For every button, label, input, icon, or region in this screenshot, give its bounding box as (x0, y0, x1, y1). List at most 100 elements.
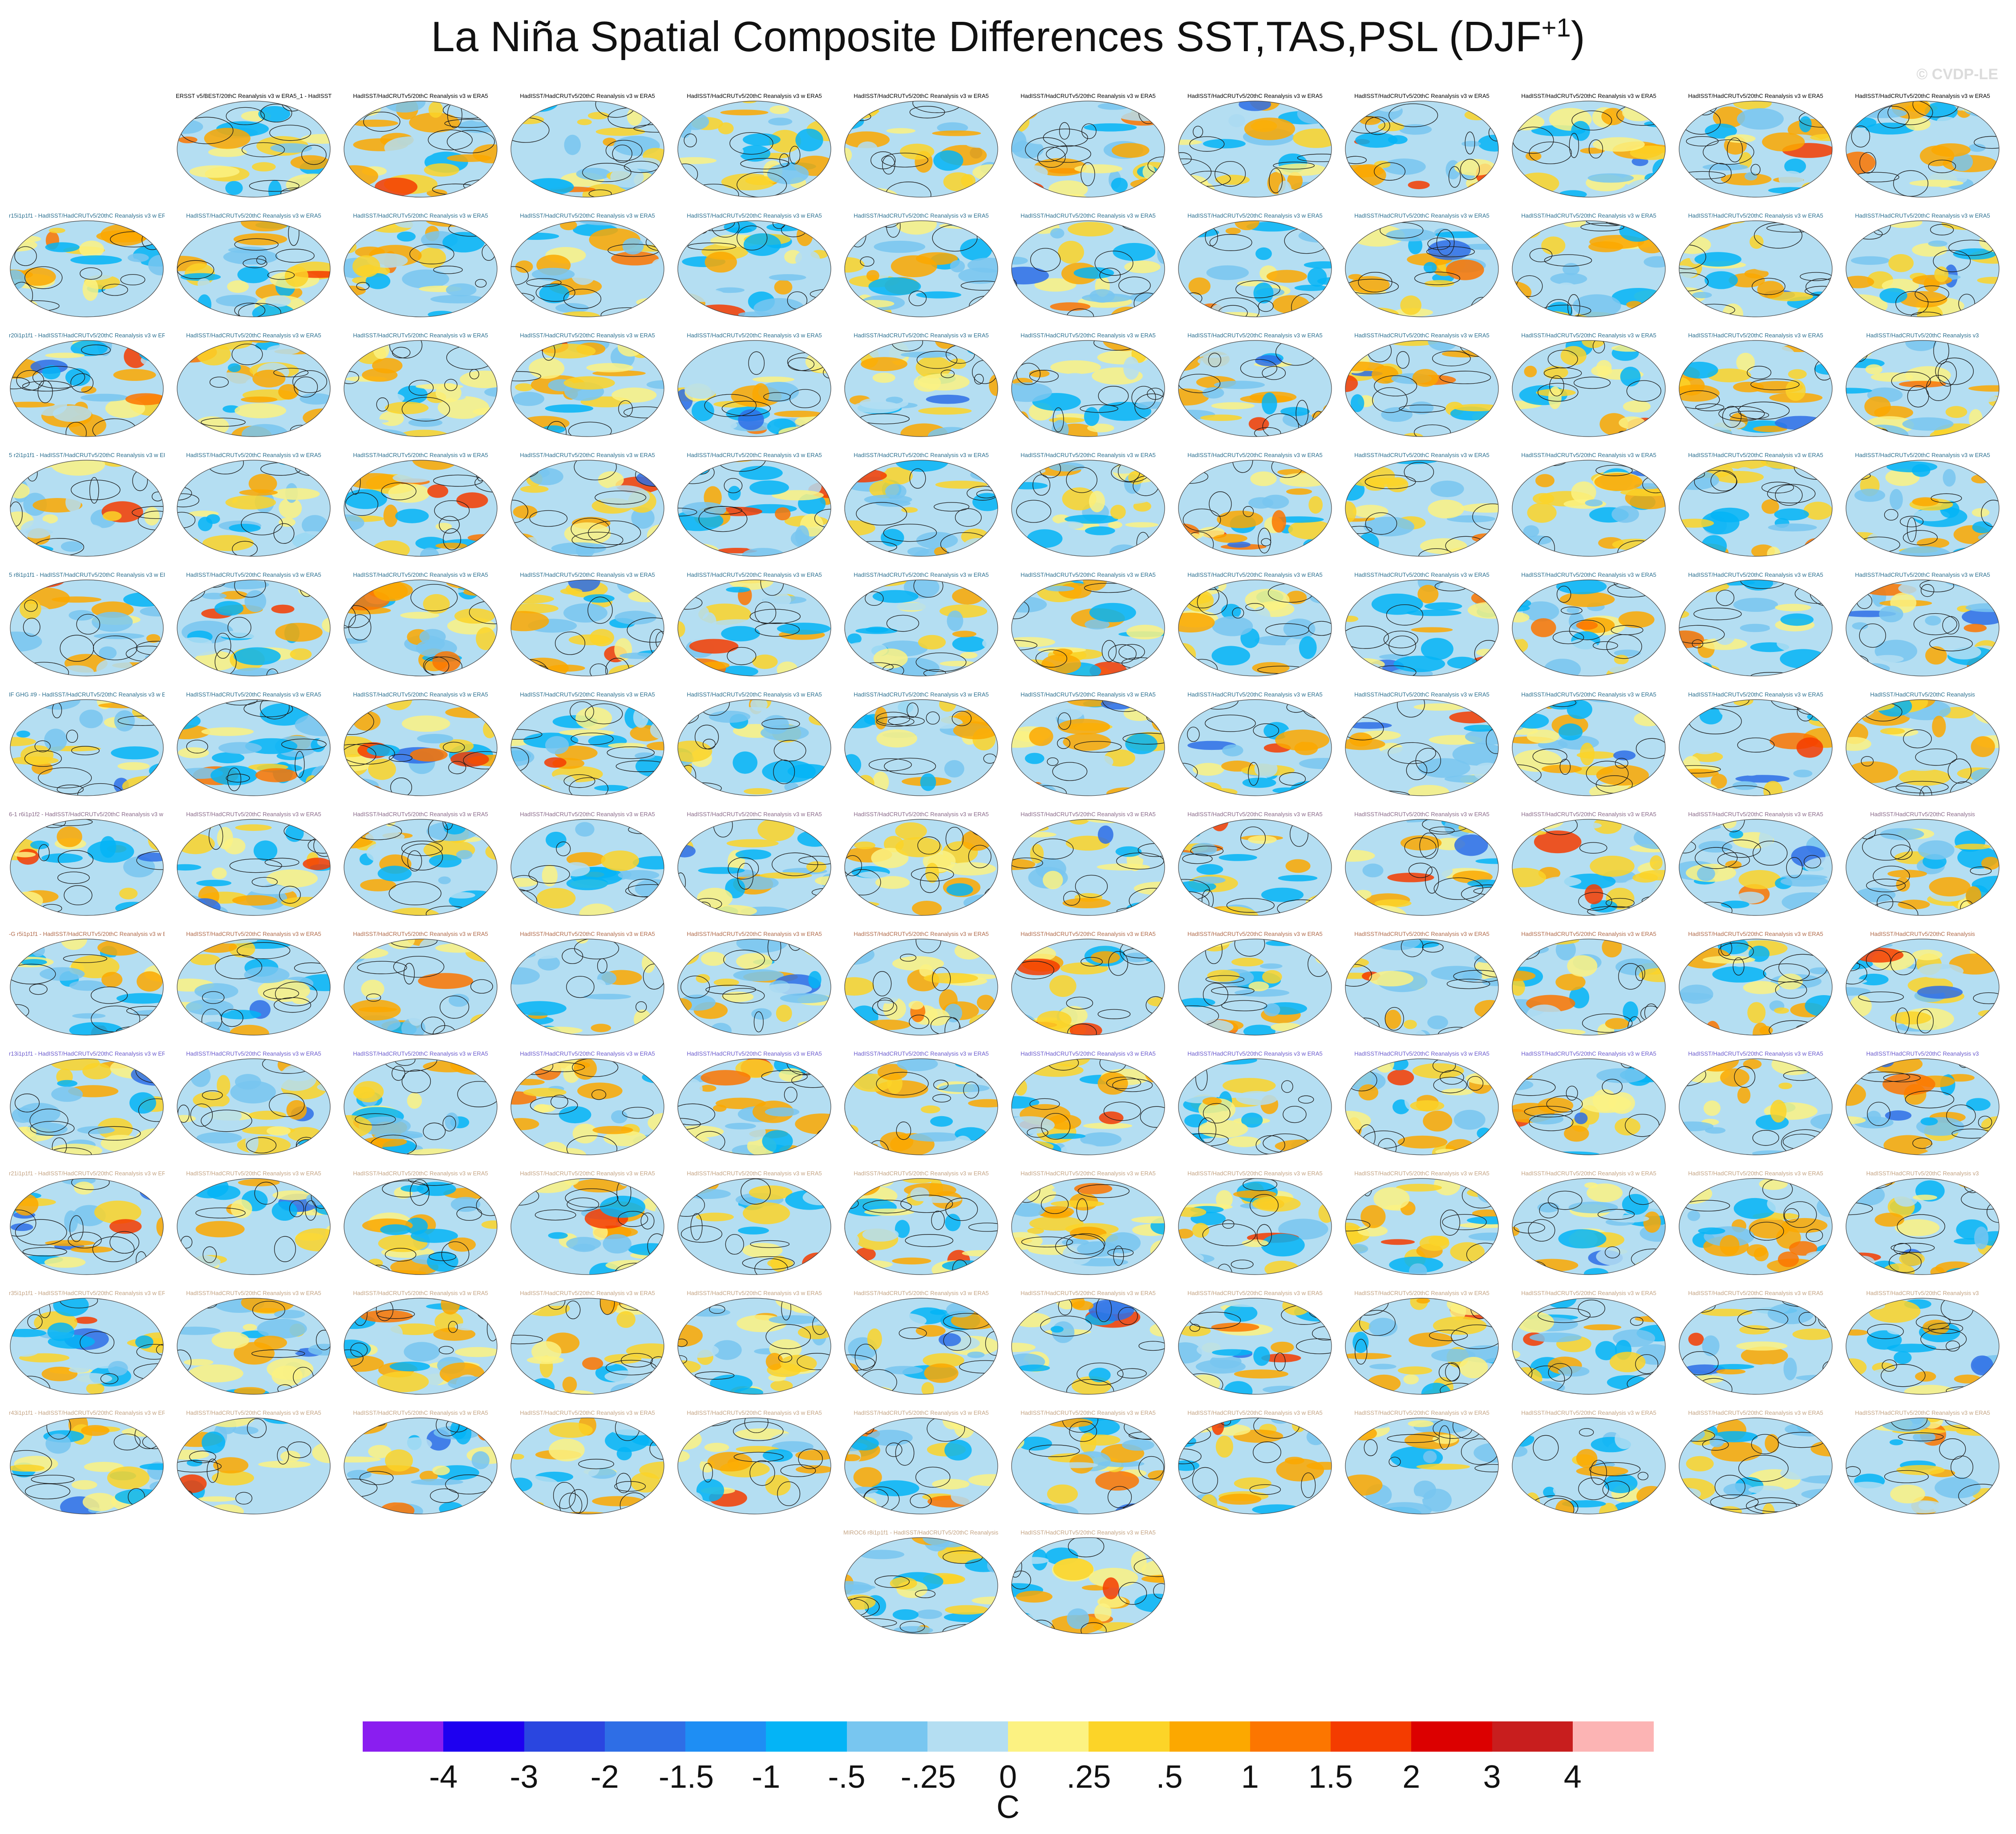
global-map (1011, 220, 1165, 317)
panel-label: HadISST/HadCRUTv5/20thC Reanalysis v3 w … (1020, 93, 1156, 99)
map-panel: HadISST/HadCRUTv5/20thC Reanalysis v3 w … (676, 452, 832, 558)
global-map (1011, 939, 1165, 1036)
map-panel: HadISST/HadCRUTv5/20thC Reanalysis v3 w … (1010, 93, 1166, 198)
panel-label: HadISST/HadCRUTv5/20thC Reanalysis v3 w … (353, 1170, 488, 1177)
global-map (177, 1058, 331, 1155)
map-panel: HadISST/HadCRUTv5/20thC Reanalysis v3 w … (176, 811, 332, 917)
map-panel: r43i1p1f1 - HadISST/HadCRUTv5/20thC Rean… (9, 1409, 165, 1515)
global-map (1345, 939, 1499, 1036)
map-panel: HadISST/HadCRUTv5/20thC Reanalysis v3 w … (176, 1050, 332, 1156)
colorbar-swatch (846, 1721, 928, 1752)
map-panel: HadISST/HadCRUTv5/20thC Reanalysis (1845, 931, 2000, 1036)
colorbar-tick-label: -.5 (828, 1759, 866, 1795)
map-panel: HadISST/HadCRUTv5/20thC Reanalysis v3 w … (176, 1290, 332, 1396)
map-panel: HadISST/HadCRUTv5/20thC Reanalysis v3 w … (1845, 1409, 2000, 1515)
map-panel: HadISST/HadCRUTv5/20thC Reanalysis v3 w … (1511, 332, 1667, 438)
global-map (677, 939, 831, 1036)
panel-label: HadISST/HadCRUTv5/20thC Reanalysis v3 w … (520, 571, 655, 578)
global-map (177, 460, 331, 557)
global-map (510, 460, 664, 557)
map-panel: HadISST/HadCRUTv5/20thC Reanalysis v3 w … (343, 691, 498, 797)
map-panel: HadISST/HadCRUTv5/20thC Reanalysis v3 w … (510, 931, 665, 1036)
global-map (1512, 220, 1666, 317)
map-panel: HadISST/HadCRUTv5/20thC Reanalysis v3 w … (676, 1170, 832, 1276)
figure-title: La Niña Spatial Composite Differences SS… (0, 12, 2016, 61)
global-map (1345, 579, 1499, 676)
map-panel: HadISST/HadCRUTv5/20thC Reanalysis v3 w … (676, 1290, 832, 1396)
global-map (344, 340, 498, 437)
global-map (344, 939, 498, 1036)
global-map (1345, 819, 1499, 916)
panel-label: HadISST/HadCRUTv5/20thC Reanalysis v3 w … (186, 1050, 321, 1057)
panel-label: HadISST/HadCRUTv5/20thC Reanalysis v3 w … (854, 93, 989, 99)
global-map (510, 1178, 664, 1275)
global-map (1679, 460, 1833, 557)
global-map (1846, 101, 2000, 198)
map-panel: HadISST/HadCRUTv5/20thC Reanalysis v3 w … (1344, 1290, 1500, 1396)
panel-label: HadISST/HadCRUTv5/20thC Reanalysis v3 w … (854, 691, 989, 698)
map-panel: IF GHG #9 - HadISST/HadCRUTv5/20thC Rean… (9, 691, 165, 797)
global-map (1178, 1058, 1332, 1155)
map-panel: HadISST/HadCRUTv5/20thC Reanalysis v3 w … (176, 691, 332, 797)
map-panel: HadISST/HadCRUTv5/20thC Reanalysis v3 w … (676, 332, 832, 438)
panel-label: HadISST/HadCRUTv5/20thC Reanalysis v3 w … (1688, 691, 1823, 698)
map-panel: HadISST/HadCRUTv5/20thC Reanalysis v3 w … (510, 452, 665, 558)
map-panel: HadISST/HadCRUTv5/20thC Reanalysis v3 w … (343, 1290, 498, 1396)
map-panel: HadISST/HadCRUTv5/20thC Reanalysis v3 w … (1344, 571, 1500, 677)
title-superscript: +1 (1541, 13, 1571, 42)
map-panel: HadISST/HadCRUTv5/20thC Reanalysis v3 w … (176, 452, 332, 558)
global-map (1011, 460, 1165, 557)
colorbar-swatch (1169, 1721, 1251, 1752)
colorbar-swatch (1572, 1721, 1654, 1752)
colorbar-swatch (1331, 1721, 1412, 1752)
panel-label: HadISST/HadCRUTv5/20thC Reanalysis v3 w … (1187, 212, 1323, 219)
global-map (1011, 1058, 1165, 1155)
map-panel: r15i1p1f1 - HadISST/HadCRUTv5/20thC Rean… (9, 212, 165, 318)
panel-label: HadISST/HadCRUTv5/20thC Reanalysis v3 w … (1521, 1290, 1656, 1296)
map-panel: HadISST/HadCRUTv5/20thC Reanalysis v3 w … (676, 811, 832, 917)
global-map (177, 101, 331, 198)
global-map (1011, 1298, 1165, 1395)
map-panel: HadISST/HadCRUTv5/20thC Reanalysis v3 w … (510, 1409, 665, 1515)
map-panel: HadISST/HadCRUTv5/20thC Reanalysis v3 w … (1511, 811, 1667, 917)
global-map (1679, 579, 1833, 676)
map-panel: HadISST/HadCRUTv5/20thC Reanalysis v3 (1845, 332, 2000, 438)
global-map (1846, 340, 2000, 437)
map-panel: HadISST/HadCRUTv5/20thC Reanalysis v3 w … (676, 571, 832, 677)
panel-label: HadISST/HadCRUTv5/20thC Reanalysis v3 w … (1521, 931, 1656, 937)
map-panel: HadISST/HadCRUTv5/20thC Reanalysis v3 w … (1010, 691, 1166, 797)
panel-label: HadISST/HadCRUTv5/20thC Reanalysis v3 w … (1521, 691, 1656, 698)
global-map (10, 460, 164, 557)
panel-label: r35i1p1f1 - HadISST/HadCRUTv5/20thC Rean… (9, 1290, 165, 1296)
global-map (1846, 460, 2000, 557)
panel-label: HadISST/HadCRUTv5/20thC Reanalysis v3 w … (186, 931, 321, 937)
panel-label: HadISST/HadCRUTv5/20thC Reanalysis v3 w … (1020, 931, 1156, 937)
panel-label: r21i1p1f1 - HadISST/HadCRUTv5/20thC Rean… (9, 1170, 165, 1177)
global-map (1679, 819, 1833, 916)
global-map (677, 1417, 831, 1514)
colorbar-swatch (927, 1721, 1008, 1752)
map-panel: HadISST/HadCRUTv5/20thC Reanalysis v3 w … (343, 1170, 498, 1276)
global-map (844, 340, 998, 437)
global-map (344, 819, 498, 916)
global-map (1679, 220, 1833, 317)
title-close: ) (1571, 13, 1585, 61)
panel-label: HadISST/HadCRUTv5/20thC Reanalysis v3 w … (186, 332, 321, 339)
global-map (677, 579, 831, 676)
map-panel: HadISST/HadCRUTv5/20thC Reanalysis v3 (1845, 1290, 2000, 1396)
panel-label: HadISST/HadCRUTv5/20thC Reanalysis v3 w … (520, 1409, 655, 1416)
panel-label: HadISST/HadCRUTv5/20thC Reanalysis v3 w … (1521, 212, 1656, 219)
colorbar-swatch (1089, 1721, 1170, 1752)
panel-label: HadISST/HadCRUTv5/20thC Reanalysis v3 w … (1187, 1170, 1323, 1177)
global-map (844, 1417, 998, 1514)
panel-label: HadISST/HadCRUTv5/20thC Reanalysis v3 w … (687, 452, 822, 458)
map-panel: HadISST/HadCRUTv5/20thC Reanalysis v3 w … (343, 811, 498, 917)
global-map (1011, 699, 1165, 796)
global-map (1178, 699, 1332, 796)
panel-label: HadISST/HadCRUTv5/20thC Reanalysis v3 w … (1020, 1290, 1156, 1296)
map-panel: HadISST/HadCRUTv5/20thC Reanalysis v3 w … (1511, 571, 1667, 677)
map-panel: HadISST/HadCRUTv5/20thC Reanalysis v3 w … (1344, 931, 1500, 1036)
map-panel: HadISST/HadCRUTv5/20thC Reanalysis v3 w … (1511, 931, 1667, 1036)
global-map (1011, 1178, 1165, 1275)
map-panel: HadISST/HadCRUTv5/20thC Reanalysis v3 w … (676, 1409, 832, 1515)
